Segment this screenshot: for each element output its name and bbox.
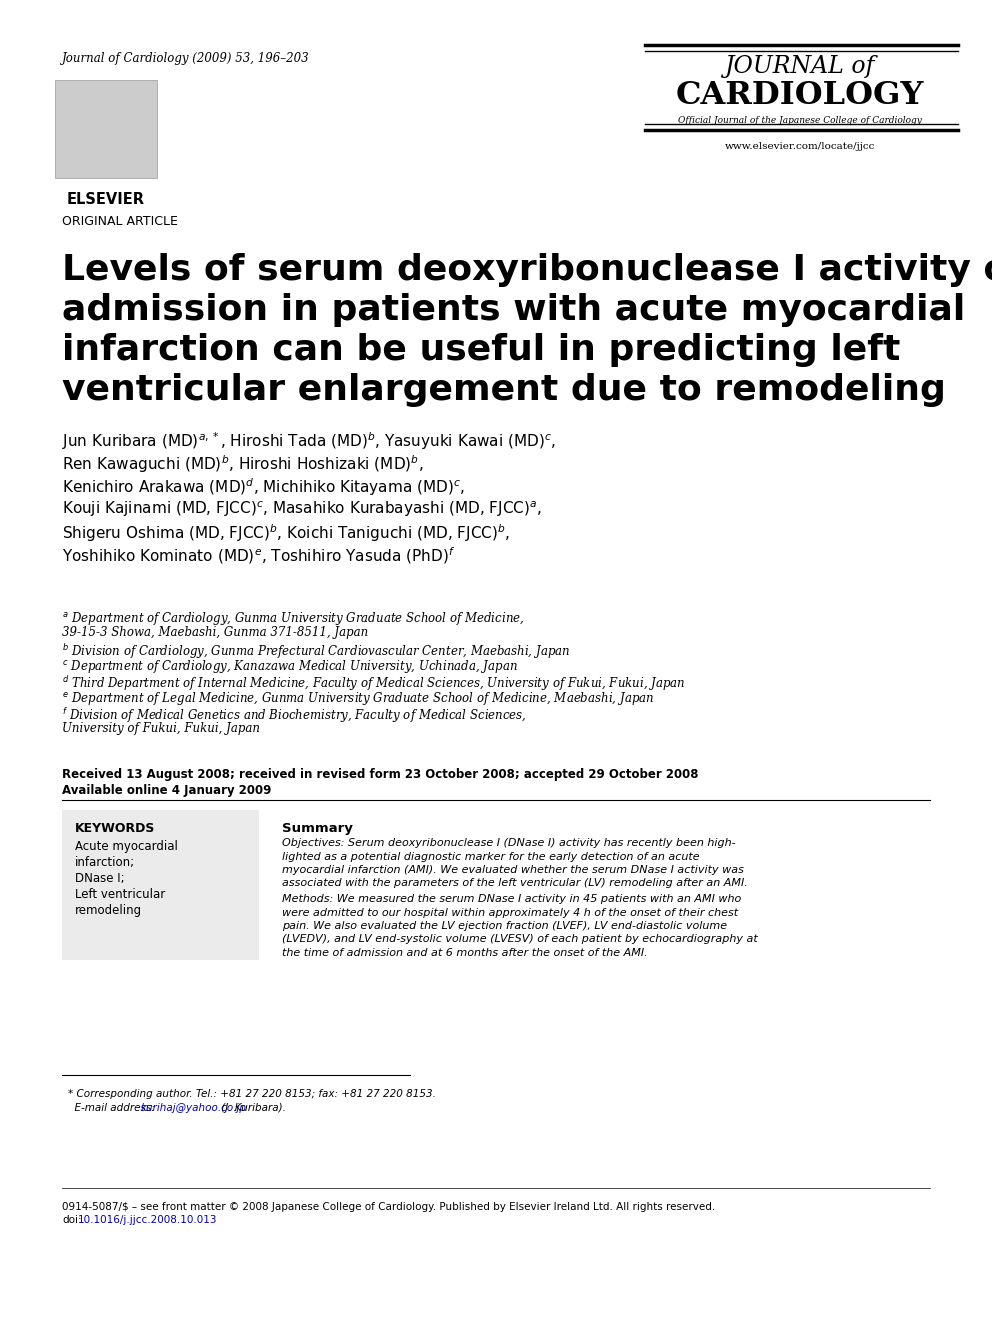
Text: E-mail address:: E-mail address: (68, 1103, 158, 1113)
Text: Jun Kuribara (MD)$^{a,*}$, Hiroshi Tada (MD)$^{b}$, Yasuyuki Kawai (MD)$^{c}$,: Jun Kuribara (MD)$^{a,*}$, Hiroshi Tada … (62, 430, 556, 451)
Text: associated with the parameters of the left ventricular (LV) remodeling after an : associated with the parameters of the le… (282, 878, 748, 889)
Text: remodeling: remodeling (75, 904, 142, 917)
Text: (LVEDV), and LV end-systolic volume (LVESV) of each patient by echocardiography : (LVEDV), and LV end-systolic volume (LVE… (282, 934, 758, 945)
Text: Ren Kawaguchi (MD)$^{b}$, Hiroshi Hoshizaki (MD)$^{b}$,: Ren Kawaguchi (MD)$^{b}$, Hiroshi Hoshiz… (62, 452, 424, 475)
Text: Acute myocardial: Acute myocardial (75, 840, 178, 853)
Text: Summary: Summary (282, 822, 353, 835)
Text: Journal of Cardiology (2009) 53, 196–203: Journal of Cardiology (2009) 53, 196–203 (62, 52, 310, 65)
Text: JOURNAL of: JOURNAL of (725, 56, 875, 78)
Text: Methods: We measured the serum DNase I activity in 45 patients with an AMI who: Methods: We measured the serum DNase I a… (282, 894, 741, 904)
Text: $^{d}$ Third Department of Internal Medicine, Faculty of Medical Sciences, Unive: $^{d}$ Third Department of Internal Medi… (62, 673, 685, 693)
Text: $^{c}$ Department of Cardiology, Kanazawa Medical University, Uchinada, Japan: $^{c}$ Department of Cardiology, Kanazaw… (62, 658, 518, 675)
Text: * Corresponding author. Tel.: +81 27 220 8153; fax: +81 27 220 8153.: * Corresponding author. Tel.: +81 27 220… (68, 1089, 435, 1099)
Text: myocardial infarction (AMI). We evaluated whether the serum DNase I activity was: myocardial infarction (AMI). We evaluate… (282, 865, 744, 875)
Text: Levels of serum deoxyribonuclease I activity on: Levels of serum deoxyribonuclease I acti… (62, 253, 992, 287)
Text: Shigeru Oshima (MD, FJCC)$^{b}$, Koichi Taniguchi (MD, FJCC)$^{b}$,: Shigeru Oshima (MD, FJCC)$^{b}$, Koichi … (62, 523, 510, 544)
Text: Official Journal of the Japanese College of Cardiology: Official Journal of the Japanese College… (679, 116, 922, 124)
Text: admission in patients with acute myocardial: admission in patients with acute myocard… (62, 292, 965, 327)
FancyBboxPatch shape (55, 79, 157, 179)
Text: $^{e}$ Department of Legal Medicine, Gunma University Graduate School of Medicin: $^{e}$ Department of Legal Medicine, Gun… (62, 691, 655, 706)
Text: ORIGINAL ARTICLE: ORIGINAL ARTICLE (62, 216, 178, 228)
Text: CARDIOLOGY: CARDIOLOGY (676, 79, 925, 111)
Text: ventricular enlargement due to remodeling: ventricular enlargement due to remodelin… (62, 373, 946, 407)
Text: www.elsevier.com/locate/jjcc: www.elsevier.com/locate/jjcc (725, 142, 875, 151)
Text: Received 13 August 2008; received in revised form 23 October 2008; accepted 29 O: Received 13 August 2008; received in rev… (62, 767, 698, 781)
Text: DNase I;: DNase I; (75, 872, 125, 885)
Text: Left ventricular: Left ventricular (75, 888, 166, 901)
Text: 10.1016/j.jjcc.2008.10.013: 10.1016/j.jjcc.2008.10.013 (78, 1215, 217, 1225)
Text: lighted as a potential diagnostic marker for the early detection of an acute: lighted as a potential diagnostic marker… (282, 852, 699, 861)
Text: 39-15-3 Showa, Maebashi, Gunma 371-8511, Japan: 39-15-3 Showa, Maebashi, Gunma 371-8511,… (62, 626, 368, 639)
Text: $^{b}$ Division of Cardiology, Gunma Prefectural Cardiovascular Center, Maebashi: $^{b}$ Division of Cardiology, Gunma Pre… (62, 642, 570, 662)
Text: Available online 4 January 2009: Available online 4 January 2009 (62, 785, 272, 796)
Text: $^{a}$ Department of Cardiology, Gunma University Graduate School of Medicine,: $^{a}$ Department of Cardiology, Gunma U… (62, 610, 525, 627)
Text: Yoshihiko Kominato (MD)$^{e}$, Toshihiro Yasuda (PhD)$^{f}$: Yoshihiko Kominato (MD)$^{e}$, Toshihiro… (62, 545, 455, 566)
Text: infarction can be useful in predicting left: infarction can be useful in predicting l… (62, 333, 901, 366)
FancyBboxPatch shape (62, 810, 259, 960)
Text: (J. Kuribara).: (J. Kuribara). (218, 1103, 286, 1113)
Text: doi:: doi: (62, 1215, 81, 1225)
Text: KEYWORDS: KEYWORDS (75, 822, 156, 835)
Text: Kouji Kajinami (MD, FJCC)$^{c}$, Masahiko Kurabayashi (MD, FJCC)$^{a}$,: Kouji Kajinami (MD, FJCC)$^{c}$, Masahik… (62, 499, 542, 519)
Text: $^{f}$ Division of Medical Genetics and Biochemistry, Faculty of Medical Science: $^{f}$ Division of Medical Genetics and … (62, 706, 527, 725)
Text: Objectives: Serum deoxyribonuclease I (DNase I) activity has recently been high-: Objectives: Serum deoxyribonuclease I (D… (282, 837, 736, 848)
Text: kurihaj@yahoo.co.jp: kurihaj@yahoo.co.jp (141, 1103, 247, 1113)
Text: were admitted to our hospital within approximately 4 h of the onset of their che: were admitted to our hospital within app… (282, 908, 738, 917)
Text: infarction;: infarction; (75, 856, 135, 869)
Text: the time of admission and at 6 months after the onset of the AMI.: the time of admission and at 6 months af… (282, 949, 648, 958)
Text: University of Fukui, Fukui, Japan: University of Fukui, Fukui, Japan (62, 722, 260, 736)
Text: pain. We also evaluated the LV ejection fraction (LVEF), LV end-diastolic volume: pain. We also evaluated the LV ejection … (282, 921, 727, 931)
Text: Kenichiro Arakawa (MD)$^{d}$, Michihiko Kitayama (MD)$^{c}$,: Kenichiro Arakawa (MD)$^{d}$, Michihiko … (62, 476, 465, 497)
Text: ELSEVIER: ELSEVIER (67, 192, 145, 206)
Text: 0914-5087/$ – see front matter © 2008 Japanese College of Cardiology. Published : 0914-5087/$ – see front matter © 2008 Ja… (62, 1203, 715, 1212)
